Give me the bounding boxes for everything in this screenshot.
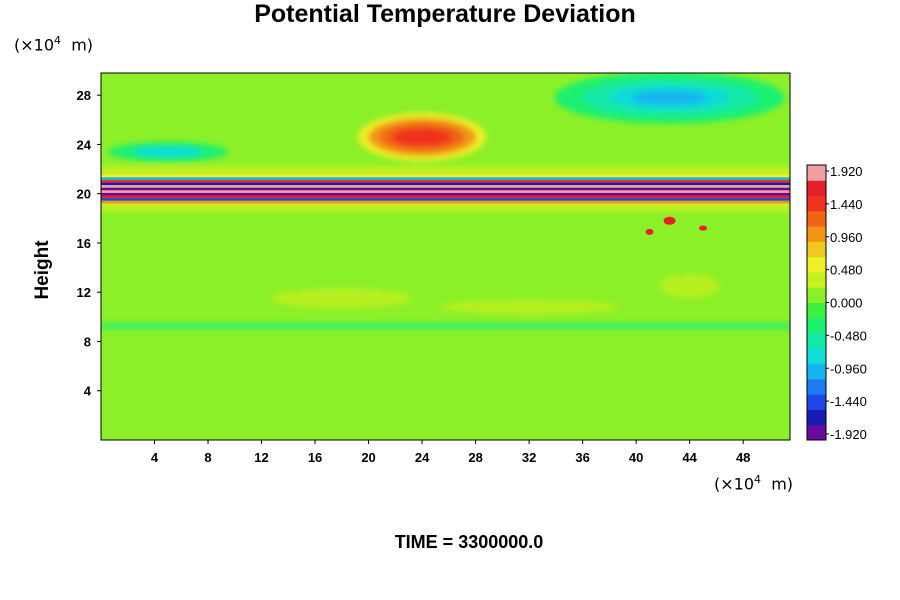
- x-unit-multiplier: ×10: [720, 474, 755, 494]
- colorbar-swatch-13: [807, 226, 826, 242]
- y-tick-label-0: 4: [84, 384, 92, 399]
- y-tick-label-4: 20: [77, 187, 91, 202]
- band-stripe-1: [101, 177, 790, 180]
- y-axis-ticks: 4 8 12 16 20 24 28: [77, 88, 101, 399]
- band-stripe-3: [101, 182, 790, 186]
- plot-frame: [100, 72, 791, 441]
- time-label: TIME = 3300000.0: [394, 532, 544, 552]
- x-tick-label-2: 12: [254, 450, 268, 465]
- colorbar-label-8: -1.920: [830, 427, 867, 442]
- chart-title: Potential Temperature Deviation: [254, 0, 636, 28]
- light-patch-2: [659, 274, 720, 299]
- y-axis-unit: (×104 m): [14, 34, 94, 55]
- x-unit-label: m: [771, 474, 787, 494]
- band-stripe-9: [101, 198, 790, 201]
- band-stripe-0: [101, 174, 790, 178]
- x-tick-label-7: 32: [522, 450, 536, 465]
- cold-core-ring-3: [631, 90, 708, 105]
- colorbar-label-4: 0.000: [830, 296, 863, 311]
- x-tick-label-6: 28: [468, 450, 482, 465]
- y-unit-exponent: 4: [54, 34, 62, 47]
- band-stripe-4: [101, 185, 790, 188]
- x-tick-label-9: 40: [629, 450, 643, 465]
- colorbar-swatch-1: [807, 409, 826, 426]
- y-tick-label-2: 12: [77, 285, 91, 300]
- y-tick-label-6: 28: [77, 88, 91, 103]
- colorbar-label-2: 0.960: [830, 230, 863, 245]
- x-axis-ticks: 4 8 12 16 20 24 28 32 36 40 44 48: [151, 440, 750, 465]
- colorbar-swatch-14: [807, 210, 826, 227]
- cool-band: [101, 323, 790, 329]
- band-stripe-10: [101, 200, 790, 204]
- warm-core-ring-3: [392, 128, 453, 147]
- x-tick-label-10: 44: [682, 450, 697, 465]
- y-tick-label-3: 16: [77, 236, 91, 251]
- colorbar-swatch-15: [807, 195, 826, 212]
- y-tick-label-1: 8: [84, 334, 91, 349]
- cold-left-ring-1: [131, 146, 204, 157]
- colorbar-label-7: -1.440: [830, 394, 867, 409]
- field-smooth-layer: [101, 73, 790, 329]
- hot-spot-2: [699, 225, 708, 231]
- band-stripe-7: [101, 192, 790, 196]
- colorbar-swatch-7: [807, 317, 826, 334]
- y-unit-multiplier: ×10: [20, 35, 55, 55]
- colorbar-swatch-5: [807, 348, 826, 365]
- band-stripe-8: [101, 195, 790, 199]
- x-tick-label-1: 8: [204, 450, 211, 465]
- x-tick-label-3: 16: [308, 450, 322, 465]
- colorbar-swatch-12: [807, 241, 826, 258]
- colorbar-swatch-9: [807, 287, 826, 303]
- light-patch-1: [439, 299, 620, 314]
- x-unit-exponent: 4: [754, 473, 762, 486]
- colorbar-swatch-6: [807, 333, 826, 349]
- colorbar-swatch-4: [807, 363, 826, 380]
- colorbar: 1.920 1.440 0.960 0.480 0.000 -0.480 -0.960 -1.…: [806, 164, 867, 442]
- colorbar-swatch-17: [807, 165, 826, 181]
- hot-spot-1: [645, 228, 654, 235]
- colorbar-label-5: -0.480: [830, 328, 867, 343]
- colorbar-label-1: 1.440: [830, 197, 863, 212]
- hot-spot-0: [663, 216, 676, 225]
- colorbar-label-0: 1.920: [830, 164, 863, 179]
- x-tick-label-8: 36: [575, 450, 589, 465]
- colorbar-swatch-3: [807, 378, 826, 395]
- colorbar-swatch-0: [807, 424, 826, 441]
- colorbar-label-3: 0.480: [830, 263, 863, 278]
- colorbar-swatch-2: [807, 394, 826, 410]
- x-tick-label-11: 48: [736, 450, 750, 465]
- colorbar-label-6: -0.960: [830, 361, 867, 376]
- band-stripe-6: [101, 190, 790, 193]
- y-tick-label-5: 24: [77, 137, 92, 152]
- plot-area: [101, 73, 790, 440]
- x-tick-label-4: 20: [361, 450, 375, 465]
- band-stripe-5: [101, 187, 790, 191]
- colorbar-swatch-11: [807, 256, 826, 273]
- x-tick-label-0: 4: [151, 450, 159, 465]
- y-unit-label: m: [71, 35, 87, 55]
- band-stripe-2: [101, 179, 790, 183]
- colorbar-swatch-16: [807, 180, 826, 197]
- colorbar-swatch-8: [807, 302, 826, 319]
- colorbar-swatch-10: [807, 271, 826, 288]
- x-axis-unit: (×104 m): [714, 473, 794, 494]
- light-patch-0: [271, 288, 412, 309]
- x-tick-label-5: 24: [415, 450, 430, 465]
